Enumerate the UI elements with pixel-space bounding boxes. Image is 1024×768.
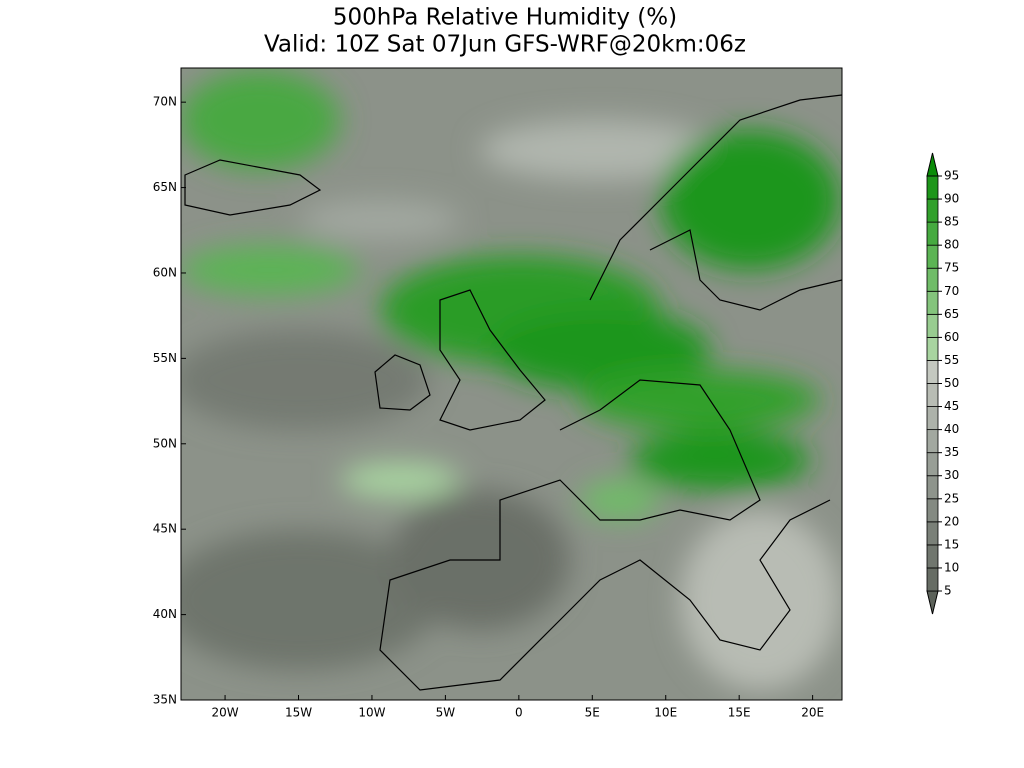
colorbar-box bbox=[926, 198, 939, 223]
colorbar-box bbox=[926, 452, 939, 477]
map-frame bbox=[180, 67, 843, 701]
colorbar-box bbox=[926, 290, 939, 315]
colorbar-label: 75 bbox=[944, 261, 959, 275]
x-tick-label: 20W bbox=[211, 706, 238, 720]
colorbar-box bbox=[926, 360, 939, 384]
colorbar-label: 25 bbox=[944, 491, 959, 505]
x-tick-label: 10W bbox=[358, 706, 385, 720]
colorbar-arrow bbox=[926, 152, 939, 177]
colorbar-box bbox=[926, 406, 939, 431]
colorbar-label: 10 bbox=[944, 560, 959, 574]
colorbar-box bbox=[926, 244, 939, 269]
colorbar-box bbox=[926, 544, 939, 569]
colorbar-label: 95 bbox=[944, 169, 959, 183]
title: 500hPa Relative Humidity (%) bbox=[333, 5, 677, 31]
colorbar-label: 35 bbox=[944, 445, 959, 459]
colorbar-box bbox=[926, 429, 939, 454]
y-tick-label: 45N bbox=[153, 522, 177, 536]
x-tick-label: 15E bbox=[728, 706, 751, 720]
y-tick-label: 35N bbox=[153, 693, 177, 707]
colorbar-label: 30 bbox=[944, 468, 959, 482]
humidity-field bbox=[181, 68, 842, 700]
colorbar-box bbox=[926, 221, 939, 246]
colorbar-label: 40 bbox=[944, 422, 959, 436]
colorbar-box bbox=[926, 175, 939, 200]
x-tick-label: 0 bbox=[515, 706, 523, 720]
colorbar-label: 90 bbox=[944, 192, 959, 206]
y-tick-label: 65N bbox=[153, 180, 177, 194]
colorbar-label: 65 bbox=[944, 307, 959, 321]
colorbar-label: 85 bbox=[944, 215, 959, 229]
colorbar-label: 50 bbox=[944, 376, 959, 390]
colorbar-label: 45 bbox=[944, 399, 959, 413]
colorbar-box bbox=[926, 475, 939, 500]
colorbar-arrow bbox=[926, 590, 939, 615]
y-tick-label: 40N bbox=[153, 607, 177, 621]
colorbar-label: 15 bbox=[944, 537, 959, 551]
colorbar-label: 80 bbox=[944, 238, 959, 252]
y-tick-label: 70N bbox=[153, 95, 177, 109]
colorbar-label: 20 bbox=[944, 514, 959, 528]
colorbar-box bbox=[926, 521, 939, 546]
x-tick-label: 20E bbox=[801, 706, 824, 720]
colorbar-label: 70 bbox=[944, 284, 959, 298]
colorbar-label: 55 bbox=[944, 353, 959, 367]
colorbar-box bbox=[926, 267, 939, 292]
colorbar-box bbox=[926, 567, 939, 592]
y-tick-label: 55N bbox=[153, 351, 177, 365]
x-tick-label: 15W bbox=[285, 706, 312, 720]
y-tick-label: 60N bbox=[153, 265, 177, 279]
x-tick-label: 5W bbox=[436, 706, 456, 720]
colorbar-box bbox=[926, 383, 939, 407]
colorbar-box bbox=[926, 498, 939, 523]
x-tick-label: 5E bbox=[585, 706, 600, 720]
subtitle: Valid: 10Z Sat 07Jun GFS-WRF@20km:06z bbox=[264, 32, 746, 58]
colorbar-label: 5 bbox=[944, 584, 952, 598]
colorbar-label: 60 bbox=[944, 330, 959, 344]
x-tick-label: 10E bbox=[654, 706, 677, 720]
colorbar-box bbox=[926, 336, 939, 361]
y-tick-label: 50N bbox=[153, 436, 177, 450]
colorbar-box bbox=[926, 313, 939, 338]
